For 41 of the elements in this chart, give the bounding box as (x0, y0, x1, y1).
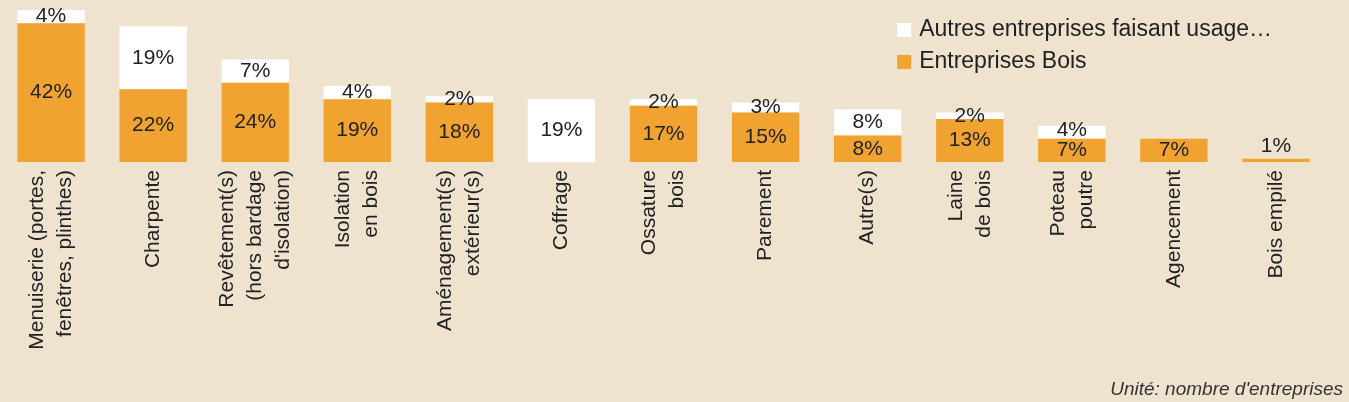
bar (731, 112, 800, 162)
data-label: 8% (852, 109, 883, 133)
data-label: 17% (642, 120, 685, 144)
x-tick-label: Poteau poutre (1044, 170, 1096, 237)
x-tick-label: Agencement (1160, 169, 1184, 288)
x-tick-label: Aménagement(s) extérieur(s) (432, 170, 484, 332)
data-label: 19% (540, 117, 583, 141)
bar (17, 23, 85, 162)
x-tick-label: Laine de bois (942, 170, 994, 238)
bar (119, 89, 187, 162)
data-label: 1% (1260, 133, 1292, 157)
legend-label: Autres entreprises faisant usage… (919, 15, 1273, 42)
data-label: 18% (438, 119, 481, 143)
data-label: 4% (35, 3, 67, 27)
data-label: 15% (744, 124, 787, 148)
x-tick-label: Ossature bois (636, 170, 688, 256)
data-label: 7% (1158, 137, 1190, 161)
bar (221, 82, 289, 162)
legend-label: Entreprises Bois (919, 47, 1087, 74)
data-label: 7% (240, 57, 271, 81)
bar (323, 99, 391, 162)
bar (1242, 158, 1310, 162)
data-label: 22% (132, 112, 175, 136)
x-tick-label: Parement (752, 169, 776, 262)
bar (527, 99, 596, 162)
x-tick-label: Coffrage (548, 170, 572, 251)
bar (119, 26, 187, 90)
data-label: 4% (342, 79, 373, 103)
x-tick-label: Menuiserie (portes, fenêtres, plinthes) (23, 170, 75, 350)
data-label: 24% (234, 109, 277, 133)
data-label: 13% (948, 127, 991, 151)
data-label: 19% (336, 117, 379, 141)
data-label: 3% (750, 94, 781, 118)
data-label: 42% (30, 79, 73, 103)
x-tick-label: Revêtement(s) (hors bardage d'isolation) (213, 170, 293, 308)
x-tick-label: Autre(s) (854, 170, 878, 245)
x-tick-label: Bois empilé (1262, 170, 1286, 279)
data-label: 19% (132, 44, 175, 68)
data-label: 8% (852, 135, 883, 159)
x-tick-label: Charpente (139, 170, 163, 269)
text: Unité: nombre d'entreprises (1110, 377, 1344, 399)
